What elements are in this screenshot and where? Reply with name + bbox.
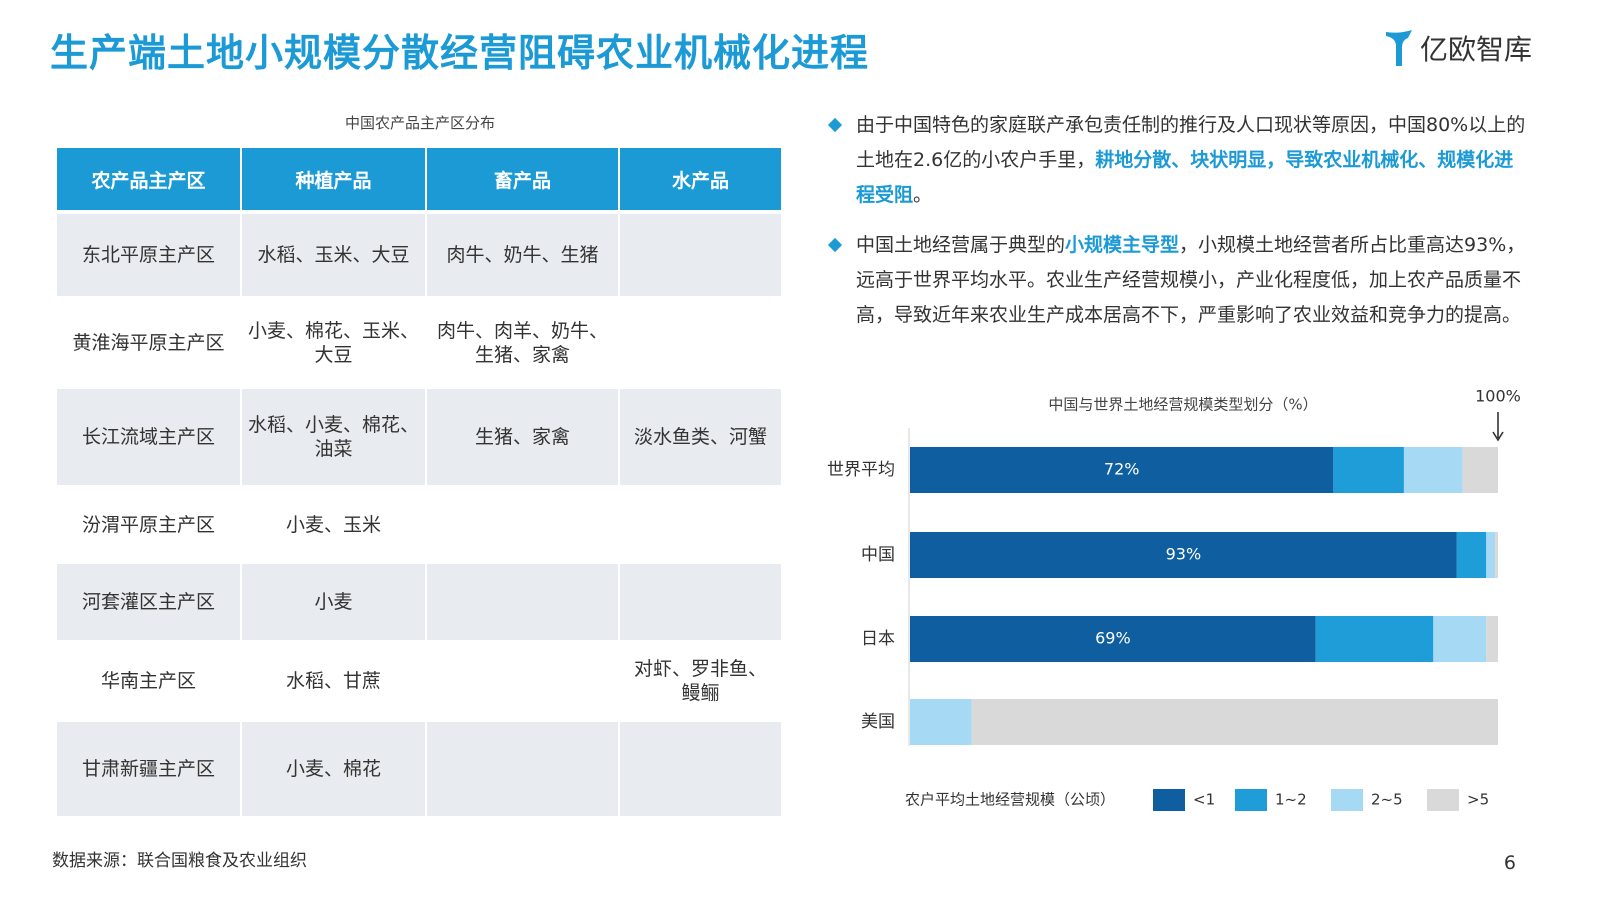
brand-logo <box>1385 30 1412 66</box>
bullet-text: 中国土地经营属于典型的 <box>856 234 1066 256</box>
table-cell: 东北平原主产区 <box>57 214 242 296</box>
legend-label: 1~2 <box>1275 791 1307 809</box>
brand: 亿欧智库 <box>1384 28 1532 68</box>
table-cell <box>620 300 783 385</box>
column-header: 水产品 <box>620 148 783 210</box>
table-cell <box>427 489 620 560</box>
bullet-list: 由于中国特色的家庭联产承包责任制的推行及人口现状等原因，中国80%以上的土地在2… <box>828 108 1528 348</box>
bar-segment <box>1486 532 1496 578</box>
table-cell <box>620 214 783 296</box>
table-cell: 淡水鱼类、河蟹 <box>620 389 783 485</box>
table-cell: 汾渭平原主产区 <box>57 489 242 560</box>
bar-segment <box>971 699 1498 745</box>
table-cell: 生猪、家禽 <box>427 389 620 485</box>
data-label: 72% <box>1104 460 1140 479</box>
table-cell <box>427 722 620 816</box>
table-row: 汾渭平原主产区 小麦、玉米 <box>57 489 783 560</box>
table-row: 东北平原主产区 水稻、玉米、大豆 肉牛、奶牛、生猪 <box>57 214 783 296</box>
table-body: 东北平原主产区 水稻、玉米、大豆 肉牛、奶牛、生猪 黄淮海平原主产区 小麦、棉花、玉米、… <box>57 214 783 816</box>
bar-segment <box>1486 616 1498 662</box>
bullet-text: ，小规模土地经营者所占比重高达93%，远高于世界平均水平。农业生产经营规模小，产… <box>856 234 1526 326</box>
table-cell <box>427 644 620 718</box>
column-header: 畜产品 <box>427 148 620 210</box>
bullet: 中国土地经营属于典型的小规模主导型，小规模土地经营者所占比重高达93%，远高于世… <box>828 228 1528 333</box>
highlight-text: 耕地分散、块状明显，导致农业机械化、规模化进程受阻 <box>856 149 1514 206</box>
legend-swatch <box>1331 789 1363 811</box>
bar-segment <box>910 447 1334 493</box>
bullet-text: 由于中国特色的家庭联产承包责任制的推行及人口现状等原因，中国80%以上的土地在2… <box>856 114 1526 171</box>
bar-segment <box>1315 616 1434 662</box>
table-row: 黄淮海平原主产区 小麦、棉花、玉米、大豆 肉牛、肉羊、奶牛、生猪、家禽 <box>57 300 783 385</box>
annotation-arrow <box>1492 412 1504 442</box>
bar-segment <box>1333 447 1404 493</box>
y-tick-label: 美国 <box>861 712 895 732</box>
column-header: 农产品主产区 <box>57 148 242 210</box>
legend-title: 农户平均土地经营规模（公顷） <box>905 791 1115 809</box>
table-cell <box>620 489 783 560</box>
bar-segment <box>1495 532 1498 578</box>
legend-label: >5 <box>1467 791 1489 809</box>
table-cell: 肉牛、奶牛、生猪 <box>427 214 620 296</box>
table-cell: 甘肃新疆主产区 <box>57 722 242 816</box>
brand-name: 亿欧智库 <box>1419 33 1532 66</box>
table-cell: 水稻、甘蔗 <box>242 644 427 718</box>
table-cell: 小麦 <box>242 564 427 640</box>
bar-segment <box>1456 532 1487 578</box>
bar-segment <box>1433 616 1487 662</box>
data-label: 93% <box>1166 545 1202 564</box>
y-tick-label: 日本 <box>861 629 895 649</box>
page-number: 6 <box>1503 852 1516 874</box>
legend-label: 2~5 <box>1371 791 1403 809</box>
table-cell: 河套灌区主产区 <box>57 564 242 640</box>
table-cell <box>620 564 783 640</box>
table-cell: 小麦、玉米 <box>242 489 427 560</box>
table-cell <box>620 722 783 816</box>
table-cell: 黄淮海平原主产区 <box>57 300 242 385</box>
table-cell: 水稻、小麦、棉花、油菜 <box>242 389 427 485</box>
table-cell: 长江流域主产区 <box>57 389 242 485</box>
table-cell: 华南主产区 <box>57 644 242 718</box>
legend-swatch <box>1427 789 1459 811</box>
table-cell: 小麦、棉花 <box>242 722 427 816</box>
y-tick-label: 世界平均 <box>827 460 895 480</box>
table-row: 甘肃新疆主产区 小麦、棉花 <box>57 722 783 816</box>
source: 数据来源：联合国粮食及农业组织 <box>52 851 307 871</box>
legend-swatch <box>1235 789 1267 811</box>
table: 农产品主产区 种植产品 畜产品 水产品 东北平原主产区 水稻、玉米、大豆 肉牛、奶牛、生猪… <box>57 144 783 820</box>
annotation: 100% <box>1475 387 1521 406</box>
table-cell: 对虾、罗非鱼、鳗鲡 <box>620 644 783 718</box>
legend-swatch <box>1153 789 1185 811</box>
table-cell <box>427 564 620 640</box>
slide-title: 生产端土地小规模分散经营阻碍农业机械化进程 <box>50 31 870 75</box>
table-row: 河套灌区主产区 小麦 <box>57 564 783 640</box>
data-label: 69% <box>1095 629 1131 648</box>
table-row: 华南主产区 水稻、甘蔗 对虾、罗非鱼、鳗鲡 <box>57 644 783 718</box>
bar-segment <box>910 532 1457 578</box>
table-cell: 肉牛、肉羊、奶牛、生猪、家禽 <box>427 300 620 385</box>
y-tick-label: 中国 <box>861 545 895 565</box>
bar-segment <box>910 616 1316 662</box>
legend-label: <1 <box>1193 791 1215 809</box>
table-row: 长江流域主产区 水稻、小麦、棉花、油菜 生猪、家禽 淡水鱼类、河蟹 <box>57 389 783 485</box>
bullet: 由于中国特色的家庭联产承包责任制的推行及人口现状等原因，中国80%以上的土地在2… <box>828 108 1528 213</box>
bar-segment <box>910 699 972 745</box>
bar-segment <box>1462 447 1498 493</box>
table-cell: 水稻、玉米、大豆 <box>242 214 427 296</box>
table-caption: 中国农产品主产区分布 <box>344 114 495 132</box>
chart-title: 中国与世界土地经营规模类型划分（%） <box>1048 396 1317 414</box>
highlight-text: 小规模主导型 <box>1065 234 1180 256</box>
column-header: 种植产品 <box>242 148 427 210</box>
table-header: 农产品主产区 种植产品 畜产品 水产品 <box>57 148 783 210</box>
bar-segment <box>1403 447 1463 493</box>
bullet-text: 。 <box>913 184 933 206</box>
table-cell: 小麦、棉花、玉米、大豆 <box>242 300 427 385</box>
